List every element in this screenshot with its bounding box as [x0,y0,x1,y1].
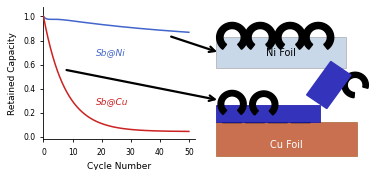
Polygon shape [275,22,305,49]
Polygon shape [342,72,368,98]
Polygon shape [307,62,351,108]
Text: Sb@Cu: Sb@Cu [96,97,128,106]
Polygon shape [218,90,246,114]
Text: Cu Foil: Cu Foil [270,140,303,149]
Bar [216,37,346,68]
Text: Cu₂Sb: Cu₂Sb [254,109,282,118]
Polygon shape [245,116,265,122]
Polygon shape [245,22,276,49]
Polygon shape [222,116,242,122]
Polygon shape [303,22,334,49]
X-axis label: Cycle Number: Cycle Number [87,162,151,170]
Text: Ni Foil: Ni Foil [266,48,296,58]
Text: Sb@Ni: Sb@Ni [96,48,125,57]
Polygon shape [217,22,248,49]
Y-axis label: Retained Capacity: Retained Capacity [8,32,17,115]
Polygon shape [268,116,288,122]
Bar [216,105,320,122]
Bar [216,122,357,156]
Polygon shape [250,91,278,115]
Polygon shape [291,116,310,122]
